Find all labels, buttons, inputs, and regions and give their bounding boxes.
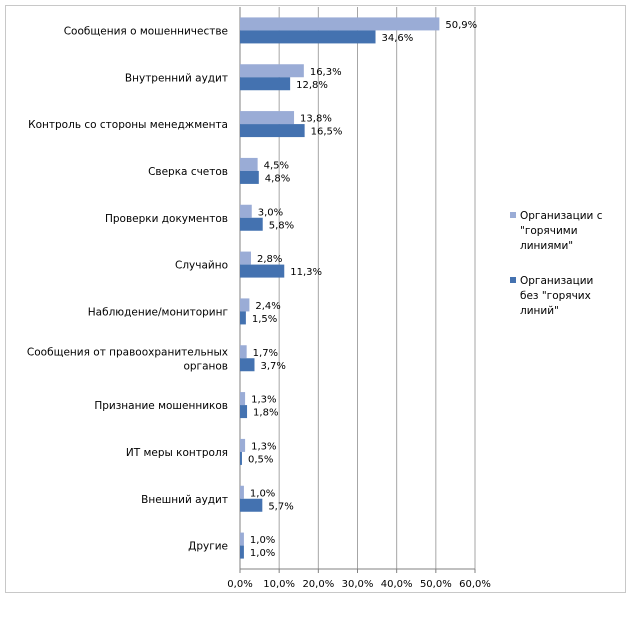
data-label-series1-2: 13,8%	[300, 114, 332, 125]
data-label-series2-1: 12,8%	[296, 80, 328, 91]
bar-series2-3	[240, 170, 259, 184]
data-label-series1-5: 2,8%	[257, 254, 282, 265]
x-tick-label-3: 30,0%	[342, 579, 374, 590]
data-label-series1-4: 3,0%	[258, 207, 283, 218]
bar-series1-7	[240, 345, 247, 359]
data-label-series1-9: 1,3%	[251, 441, 276, 452]
data-label-series1-7: 1,7%	[253, 348, 278, 359]
legend-label-2-line-1: без "горячих	[520, 290, 591, 302]
x-tick-label-4: 40,0%	[381, 579, 413, 590]
category-label-9: ИТ меры контроля	[126, 447, 228, 459]
data-label-series1-10: 1,0%	[250, 488, 275, 499]
data-label-series2-7: 3,7%	[260, 361, 285, 372]
bar-series1-3	[240, 157, 258, 171]
legend-swatch-2	[510, 277, 516, 283]
bar-series2-2	[240, 124, 305, 138]
x-tick-label-6: 60,0%	[459, 579, 491, 590]
data-label-series2-10: 5,7%	[268, 501, 293, 512]
legend-label-1-line-2: линиями"	[520, 240, 573, 252]
bar-series2-0	[240, 30, 376, 44]
category-label-1: Внутренний аудит	[125, 72, 228, 84]
data-label-series2-8: 1,8%	[253, 408, 278, 419]
data-label-series2-9: 0,5%	[248, 454, 273, 465]
legend-label-1-line-1: "горячими	[520, 225, 578, 237]
category-label-5: Случайно	[175, 260, 228, 272]
bar-series2-5	[240, 264, 285, 278]
data-label-series2-5: 11,3%	[290, 267, 322, 278]
bar-series1-9	[240, 438, 246, 452]
chart-frame	[5, 5, 626, 593]
bar-series1-6	[240, 298, 250, 312]
data-label-series1-8: 1,3%	[251, 395, 276, 406]
data-label-series1-3: 4,5%	[264, 160, 289, 171]
legend-label-2-line-0: Организации	[520, 275, 593, 287]
category-label-7-line-1: органов	[183, 360, 228, 372]
bar-series1-5	[240, 251, 251, 265]
category-label-6: Наблюдение/мониторинг	[88, 306, 228, 318]
data-label-series2-6: 1,5%	[252, 314, 277, 325]
bar-series2-10	[240, 498, 263, 512]
bar-series2-11	[240, 545, 244, 559]
bar-series1-0	[240, 17, 440, 31]
category-label-0: Сообщения о мошенничестве	[64, 25, 228, 37]
bar-series1-2	[240, 111, 295, 125]
category-label-11: Другие	[188, 541, 228, 553]
category-label-10: Внешний аудит	[141, 494, 228, 506]
bar-series2-4	[240, 217, 263, 231]
legend-label-2-line-2: линий"	[520, 305, 559, 317]
data-label-series2-3: 4,8%	[265, 173, 290, 184]
bar-series1-8	[240, 392, 246, 406]
data-label-series1-0: 50,9%	[445, 20, 477, 31]
category-label-4: Проверки документов	[105, 213, 228, 225]
data-label-series1-1: 16,3%	[310, 67, 342, 78]
bar-series1-4	[240, 204, 252, 218]
bar-series1-11	[240, 532, 244, 546]
bar-series2-1	[240, 77, 291, 91]
category-label-7-line-0: Сообщения от правоохранительных	[27, 346, 228, 358]
bar-series2-9	[240, 451, 242, 465]
bar-series2-7	[240, 358, 255, 372]
data-label-series1-11: 1,0%	[250, 535, 275, 546]
x-tick-label-2: 20,0%	[302, 579, 334, 590]
data-label-series2-4: 5,8%	[269, 220, 294, 231]
x-tick-label-1: 10,0%	[263, 579, 295, 590]
x-tick-label-0: 0,0%	[227, 579, 252, 590]
bar-series1-1	[240, 64, 304, 78]
bar-series2-8	[240, 405, 248, 419]
legend-label-1-line-0: Организации с	[520, 210, 603, 222]
bar-series1-10	[240, 485, 244, 499]
category-label-8: Признание мошенников	[94, 400, 228, 412]
x-tick-label-5: 50,0%	[420, 579, 452, 590]
data-label-series2-2: 16,5%	[311, 127, 343, 138]
category-label-2: Контроль со стороны менеджмента	[28, 119, 228, 131]
legend-swatch-1	[510, 212, 516, 218]
data-label-series1-6: 2,4%	[255, 301, 280, 312]
data-label-series2-0: 34,6%	[382, 33, 414, 44]
bar-series2-6	[240, 311, 246, 325]
data-label-series2-11: 1,0%	[250, 548, 275, 559]
category-label-3: Сверка счетов	[148, 166, 228, 178]
